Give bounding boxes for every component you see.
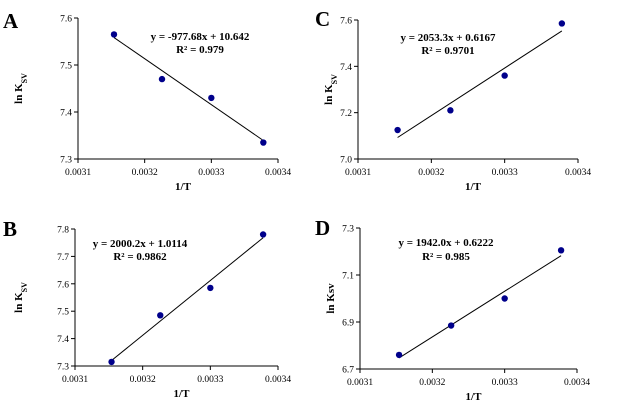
data-point (447, 322, 455, 329)
panel-C: C 7.0 7.2 7.4 7.6 0.0031 0.0032 0.0033 0.0034 1/T… (315, 7, 591, 193)
data-point (260, 139, 267, 146)
data-point (447, 107, 454, 114)
x-axis-label: 1/T (465, 181, 482, 193)
x-axis-label: 1/T (175, 181, 192, 193)
trendline (398, 255, 562, 359)
data-point (557, 247, 565, 254)
trendline (397, 30, 563, 138)
y-tick-label: 7.3 (57, 363, 69, 373)
data-point (157, 312, 164, 319)
regression-equation: y = 1942.0x + 0.6222 (398, 237, 494, 249)
y-tick-label: 7.1 (342, 272, 354, 282)
trendline (111, 237, 264, 361)
panel-A: A 7.3 7.4 7.5 7.6 0.0031 0.0032 0.0033 0.0034 1/T… (3, 9, 291, 193)
data-point (395, 351, 403, 359)
x-tick-label: 0.0034 (564, 378, 590, 388)
data-point (208, 94, 215, 102)
x-tick-label: 0.0031 (347, 378, 373, 388)
x-axis-label: 1/T (174, 388, 191, 400)
y-tick-label: 7.4 (340, 63, 352, 73)
regression-equation: y = 2053.3x + 0.6167 (400, 32, 496, 44)
panel-B: B 7.3 7.4 7.5 7.6 7.7 7.8 0.0031 0.0032 0.0033 0.0… (3, 217, 291, 400)
regression-equation: y = 2000.2x + 1.0114 (93, 238, 188, 250)
y-axis-label: ln Ksv (325, 283, 337, 314)
y-axis-label: ln KSV (13, 73, 29, 104)
y-axis-label: ln KSV (13, 282, 29, 313)
y-tick-label: 7.3 (60, 156, 72, 166)
y-tick-label: 6.9 (342, 319, 354, 329)
y-tick-label: 7.6 (340, 17, 352, 27)
data-point (110, 31, 118, 38)
x-tick-label: 0.0033 (198, 168, 224, 178)
x-tick-label: 0.0031 (62, 375, 88, 385)
x-axis-label: 1/T (466, 391, 483, 403)
x-tick-label: 0.0033 (492, 168, 518, 178)
panel-label: A (3, 9, 19, 33)
x-tick-label: 0.0034 (565, 168, 591, 178)
regression-equation: y = -977.68x + 10.642 (151, 31, 250, 43)
data-point (558, 20, 566, 27)
r-squared: R² = 0.9701 (421, 45, 474, 57)
x-tick-label: 0.0031 (65, 168, 91, 178)
x-tick-label: 0.0034 (265, 375, 291, 385)
trendline (113, 37, 264, 141)
panel-label: D (315, 216, 330, 240)
panel-D: D 6.7 6.9 7.1 7.3 0.0031 0.0032 0.0033 0.0034 1/T… (315, 216, 590, 403)
y-tick-label: 7.5 (60, 62, 72, 72)
x-tick-label: 0.0032 (130, 375, 156, 385)
data-point (501, 72, 508, 79)
y-tick-label: 7.4 (57, 335, 69, 345)
r-squared: R² = 0.979 (176, 44, 224, 56)
data-point (501, 295, 508, 302)
x-tick-label: 0.0032 (419, 378, 445, 388)
data-point (259, 231, 267, 238)
data-point (158, 75, 166, 83)
y-tick-label: 7.8 (57, 226, 69, 236)
r-squared: R² = 0.985 (422, 251, 470, 263)
x-tick-label: 0.0033 (197, 375, 223, 385)
panel-label: B (3, 217, 17, 241)
x-tick-label: 0.0034 (265, 168, 291, 178)
panel-label: C (315, 7, 330, 31)
x-tick-label: 0.0032 (132, 168, 158, 178)
y-tick-label: 7.6 (57, 280, 69, 290)
x-tick-label: 0.0031 (345, 168, 371, 178)
x-tick-label: 0.0032 (418, 168, 444, 178)
x-tick-label: 0.0033 (492, 378, 518, 388)
y-axis-label: ln KSV (323, 74, 339, 105)
y-tick-label: 7.6 (60, 15, 72, 25)
y-tick-label: 7.0 (340, 156, 352, 166)
y-tick-label: 6.7 (342, 366, 354, 376)
y-tick-label: 7.3 (342, 225, 354, 235)
y-tick-label: 7.2 (340, 109, 352, 119)
y-tick-label: 7.7 (57, 253, 69, 263)
y-tick-label: 7.4 (60, 109, 72, 119)
data-point (108, 358, 115, 366)
data-point (394, 126, 401, 134)
y-tick-label: 7.5 (57, 308, 69, 318)
data-point (207, 284, 214, 292)
r-squared: R² = 0.9862 (113, 251, 167, 263)
